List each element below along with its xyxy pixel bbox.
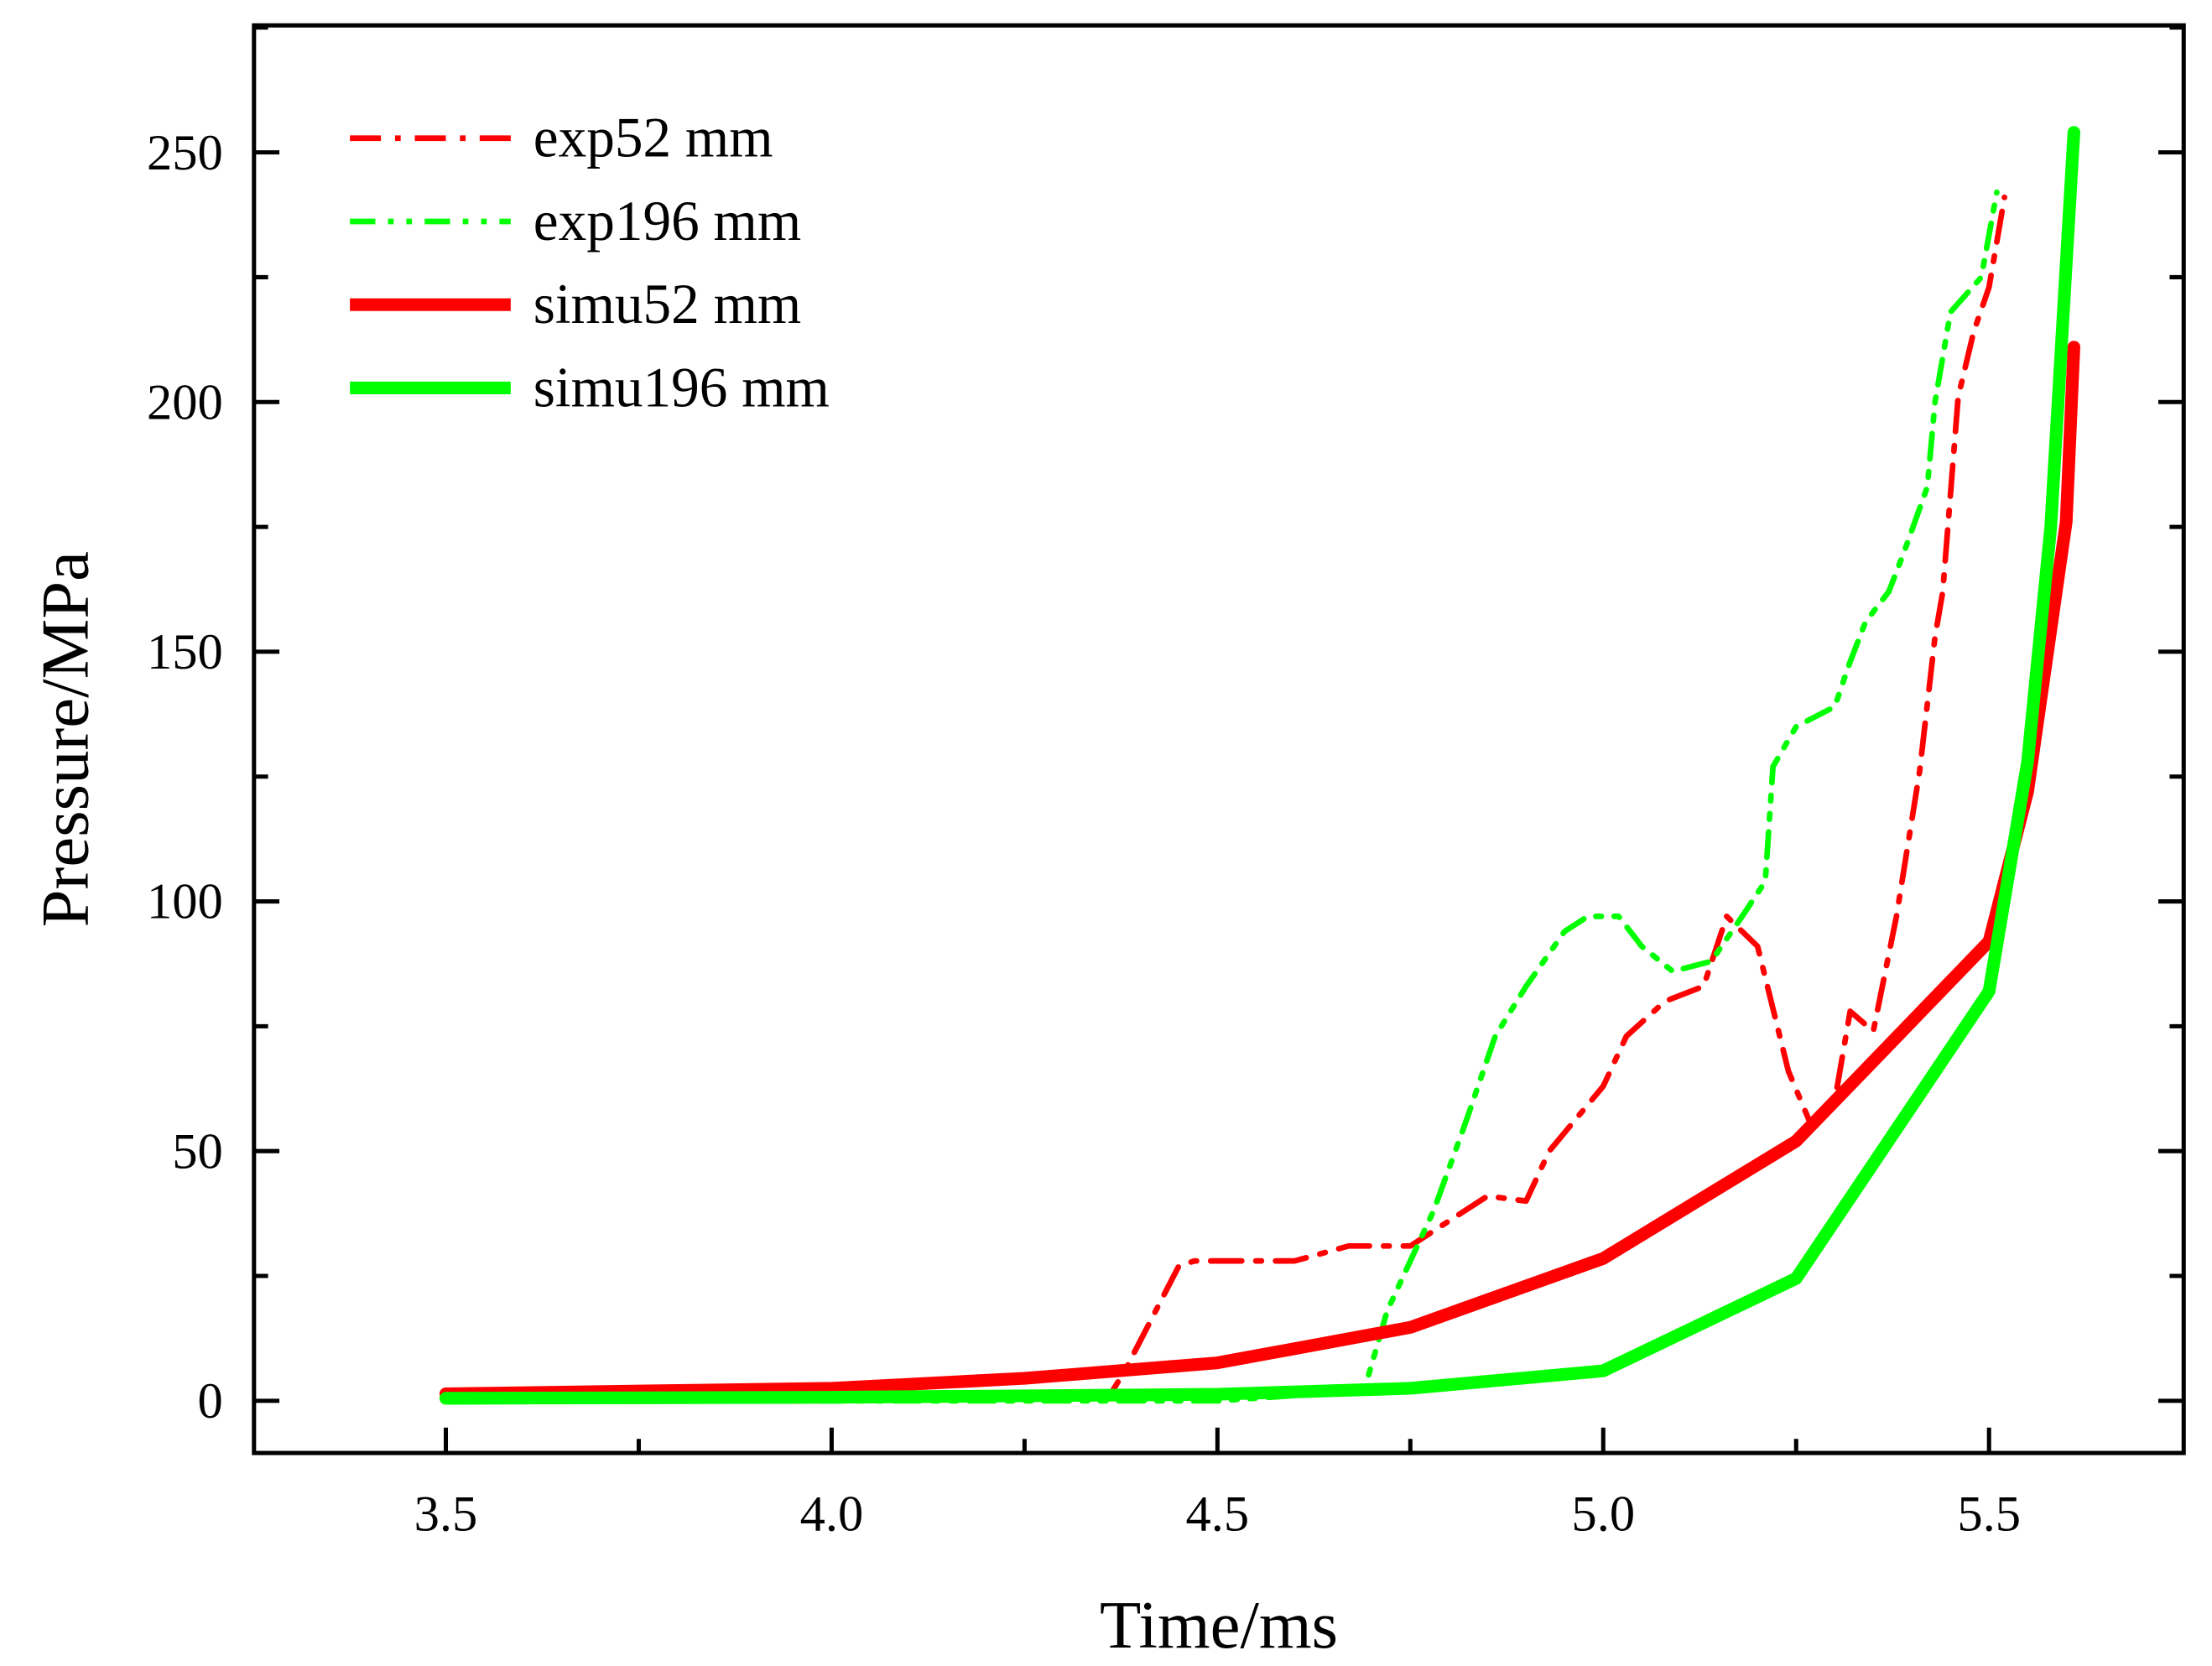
x-tick-label: 5.5 bbox=[1957, 1486, 2021, 1543]
y-tick-label: 50 bbox=[172, 1123, 223, 1179]
y-tick-label: 0 bbox=[198, 1373, 223, 1429]
plot-area bbox=[439, 126, 2080, 1405]
y-tick-label: 250 bbox=[147, 125, 223, 181]
x-axis-label: Time/ms bbox=[1100, 1588, 1338, 1663]
x-axis: 3.5 4.0 4.5 5.0 5.5 bbox=[414, 1427, 2021, 1543]
x-tick-label: 3.5 bbox=[414, 1486, 478, 1543]
y-tick-label: 100 bbox=[147, 874, 223, 930]
legend-label: exp52 mm bbox=[533, 107, 773, 169]
x-tick-label: 4.5 bbox=[1186, 1486, 1250, 1543]
legend-label: simu196 mm bbox=[533, 356, 830, 419]
legend-label: simu52 mm bbox=[533, 273, 801, 336]
y-tick-label: 200 bbox=[147, 374, 223, 430]
x-tick-label: 4.0 bbox=[800, 1486, 864, 1543]
x-tick-label: 5.0 bbox=[1571, 1486, 1635, 1543]
series-line-exp52-mm bbox=[443, 194, 2007, 1404]
legend-label: exp196 mm bbox=[533, 190, 801, 253]
series-line-simu196-mm bbox=[439, 126, 2080, 1405]
series-line-exp196-mm bbox=[443, 189, 2000, 1404]
series-line-simu52-mm bbox=[439, 341, 2080, 1401]
y-tick-label: 150 bbox=[147, 624, 223, 680]
legend: exp52 mm exp196 mm simu52 mm simu196 mm bbox=[350, 107, 830, 419]
y-axis-label: Pressure/MPa bbox=[28, 551, 102, 927]
y-axis: 0 50 100 150 200 250 bbox=[147, 25, 2184, 1429]
